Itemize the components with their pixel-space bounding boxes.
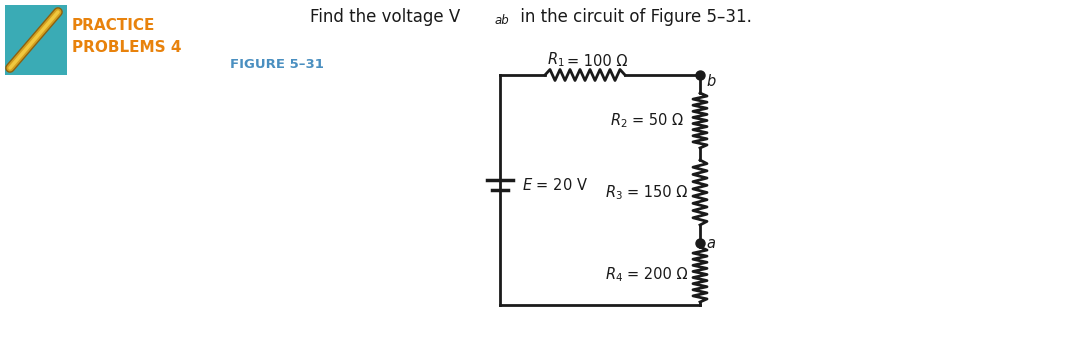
FancyBboxPatch shape <box>5 5 67 75</box>
Text: = 200 Ω: = 200 Ω <box>627 267 688 282</box>
Text: $R_4$: $R_4$ <box>605 265 623 284</box>
Text: Find the voltage V: Find the voltage V <box>310 8 460 26</box>
Text: = 50 Ω: = 50 Ω <box>632 113 683 128</box>
Text: $R_1$: $R_1$ <box>546 50 565 69</box>
Text: FIGURE 5–31: FIGURE 5–31 <box>230 58 324 71</box>
Text: PROBLEMS 4: PROBLEMS 4 <box>72 40 181 55</box>
Text: = 100 Ω: = 100 Ω <box>567 54 627 69</box>
Text: $R_3$: $R_3$ <box>605 183 623 202</box>
Text: = 150 Ω: = 150 Ω <box>627 185 687 200</box>
Text: $b$: $b$ <box>706 73 716 89</box>
Text: ab: ab <box>495 14 510 27</box>
Text: PRACTICE: PRACTICE <box>72 18 156 33</box>
Text: $R_2$: $R_2$ <box>610 111 627 130</box>
Text: $a$: $a$ <box>706 237 716 251</box>
Text: in the circuit of Figure 5–31.: in the circuit of Figure 5–31. <box>515 8 752 26</box>
Text: $E$ = 20 V: $E$ = 20 V <box>522 177 588 193</box>
